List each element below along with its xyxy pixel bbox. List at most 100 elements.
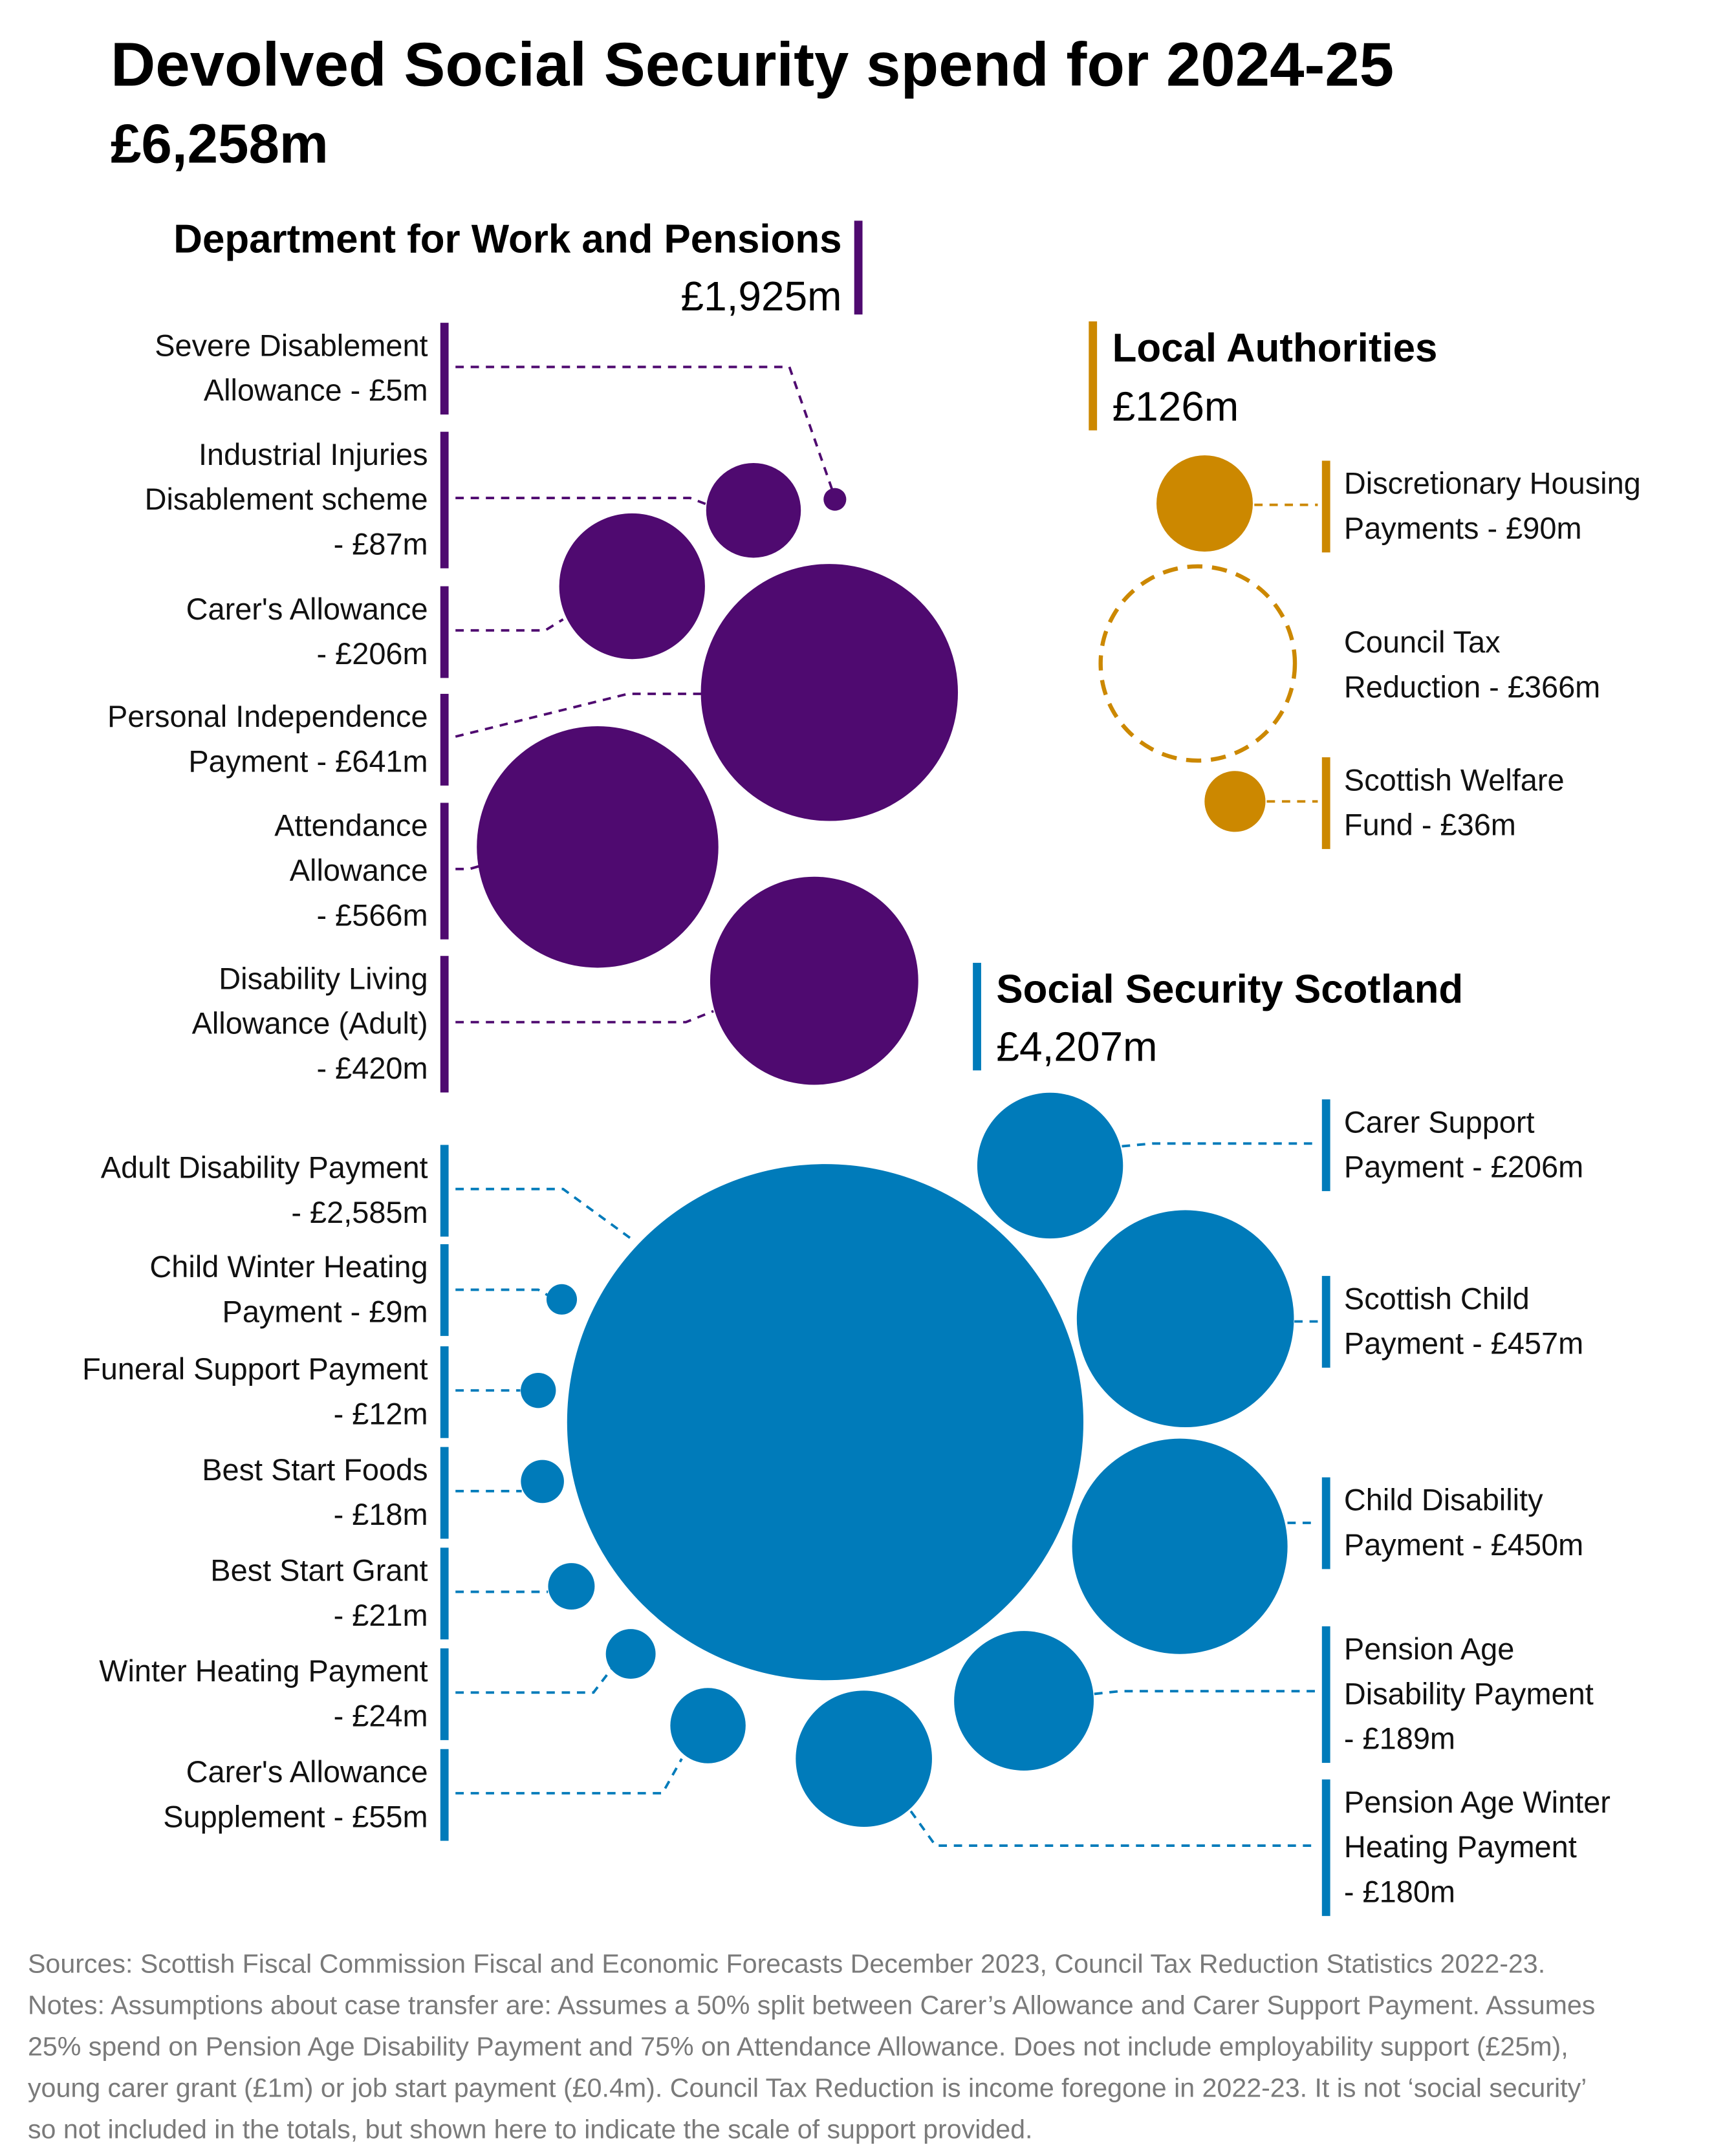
- label-bar-aa: [440, 803, 449, 940]
- bubble-dhp: [1156, 455, 1253, 552]
- data-label-padp: Pension Age: [1344, 1632, 1514, 1666]
- connector-line-csp: [1122, 1142, 1318, 1148]
- data-label-cwhp: Payment - £9m: [222, 1295, 428, 1329]
- footnote-line: so not included in the totals, but shown…: [28, 2114, 1033, 2144]
- label-bar-adp: [440, 1145, 449, 1237]
- bubble-cwhp: [546, 1284, 578, 1315]
- data-label-cas: Supplement - £55m: [163, 1800, 428, 1833]
- label-bar-iidb: [440, 431, 449, 568]
- label-bar-padp: [1321, 1626, 1330, 1763]
- bubble-pawhp: [796, 1690, 932, 1827]
- data-label-iidb: Disablement scheme: [145, 482, 428, 516]
- data-label-cas: Carer's Allowance: [186, 1755, 428, 1789]
- label-bar-dhp: [1321, 460, 1330, 553]
- data-label-whp: - £24m: [334, 1699, 428, 1733]
- connector-line-adp: [455, 1187, 636, 1243]
- label-bar-swf: [1321, 757, 1330, 849]
- bubble-pip: [700, 564, 959, 821]
- label-bar-pawhp: [1321, 1779, 1330, 1916]
- data-label-aa: Attendance: [274, 809, 428, 843]
- data-label-bsg: - £21m: [334, 1599, 428, 1632]
- data-label-fsp: Funeral Support Payment: [82, 1352, 428, 1386]
- data-label-aa: - £566m: [317, 898, 428, 932]
- label-bar-dla: [440, 956, 449, 1093]
- bubble-iidb: [706, 463, 801, 558]
- label-bar-ca: [440, 586, 449, 678]
- label-bar-bsg: [440, 1547, 449, 1640]
- connector-line-dla: [455, 1009, 714, 1024]
- data-label-pip: Personal Independence: [107, 700, 428, 733]
- footnote-line: young carer grant (£1m) or job start pay…: [28, 2073, 1587, 2102]
- bubble-adp: [567, 1164, 1084, 1681]
- data-label-bsg: Best Start Grant: [210, 1554, 428, 1588]
- bubble-csp: [977, 1092, 1123, 1239]
- data-label-adp: - £2,585m: [291, 1196, 428, 1229]
- label-bar-scp: [1321, 1276, 1330, 1368]
- data-label-pawhp: Heating Payment: [1344, 1830, 1577, 1864]
- bubble-swf: [1204, 771, 1266, 832]
- data-label-sda: Allowance - £5m: [204, 374, 428, 407]
- connector-line-ca: [455, 618, 564, 632]
- data-label-padp: Disability Payment: [1344, 1677, 1594, 1710]
- bubble-dla: [710, 876, 918, 1085]
- connector-line-iidb: [455, 497, 709, 506]
- dwp-total: £1,925m: [680, 273, 841, 319]
- bubble-ctr: [1098, 564, 1297, 763]
- label-bar-cas: [440, 1749, 449, 1841]
- bubble-fsp: [521, 1372, 556, 1408]
- label-bar-bsf: [440, 1447, 449, 1539]
- data-label-pawhp: Pension Age Winter: [1344, 1785, 1611, 1819]
- data-label-bsf: Best Start Foods: [202, 1453, 428, 1487]
- footnote-line: Notes: Assumptions about case transfer a…: [28, 1990, 1595, 2020]
- footnote-line: Sources: Scottish Fiscal Commission Fisc…: [28, 1948, 1545, 1978]
- data-label-ca: Carer's Allowance: [186, 592, 428, 626]
- data-label-cdp: Payment - £450m: [1344, 1528, 1583, 1562]
- connector-line-cwhp: [455, 1288, 549, 1297]
- sss-header-bar: [973, 962, 981, 1071]
- sss-title: Social Security Scotland: [996, 967, 1463, 1012]
- label-bar-fsp: [440, 1346, 449, 1438]
- data-label-scp: Payment - £457m: [1344, 1327, 1583, 1361]
- bubble-aa: [477, 726, 719, 968]
- bubble-bsf: [521, 1460, 564, 1504]
- data-label-iidb: - £87m: [334, 527, 428, 561]
- data-label-dhp: Payments - £90m: [1344, 512, 1582, 545]
- data-label-dla: - £420m: [317, 1051, 428, 1085]
- data-label-whp: Winter Heating Payment: [99, 1654, 428, 1688]
- label-bar-cwhp: [440, 1244, 449, 1336]
- footnote: Sources: Scottish Fiscal Commission Fisc…: [28, 1948, 1595, 2144]
- data-label-aa: Allowance: [290, 854, 428, 887]
- connector-line-cas: [455, 1758, 683, 1795]
- data-label-scp: Scottish Child: [1344, 1282, 1530, 1315]
- sss-total: £4,207m: [996, 1023, 1157, 1070]
- group-header-dwp: Department for Work and Pensions £1,925m: [173, 217, 863, 319]
- dwp-title: Department for Work and Pensions: [173, 217, 841, 261]
- local-title: Local Authorities: [1112, 326, 1438, 371]
- data-label-pip: Payment - £641m: [188, 744, 428, 778]
- data-label-fsp: - £12m: [334, 1397, 428, 1430]
- bubble-bsg: [548, 1563, 595, 1610]
- data-label-swf: Fund - £36m: [1344, 808, 1516, 842]
- data-label-cdp: Child Disability: [1344, 1483, 1543, 1517]
- connector-line-pawhp: [909, 1810, 1318, 1847]
- data-label-csp: Payment - £206m: [1344, 1150, 1583, 1184]
- label-bar-cdp: [1321, 1477, 1330, 1569]
- label-bar-sda: [440, 323, 449, 415]
- connector-line-padp: [1094, 1690, 1318, 1696]
- data-label-csp: Carer Support: [1344, 1105, 1535, 1139]
- chart-subtitle-total: £6,258m: [111, 114, 329, 175]
- data-label-ctr: Reduction - £366m: [1344, 670, 1600, 704]
- connector-line-aa: [455, 865, 480, 870]
- connector-line-sda: [455, 365, 834, 490]
- data-label-padp: - £189m: [1344, 1722, 1455, 1756]
- data-label-iidb: Industrial Injuries: [199, 438, 428, 471]
- bubble-cas: [670, 1688, 746, 1763]
- bubble-sda: [823, 488, 847, 511]
- bubble-whp: [605, 1629, 656, 1679]
- data-label-sda: Severe Disablement: [155, 329, 428, 362]
- data-label-pawhp: - £180m: [1344, 1875, 1455, 1909]
- bubble-cdp: [1072, 1438, 1288, 1654]
- connector-line-whp: [455, 1668, 613, 1694]
- bubble-padp: [954, 1631, 1094, 1771]
